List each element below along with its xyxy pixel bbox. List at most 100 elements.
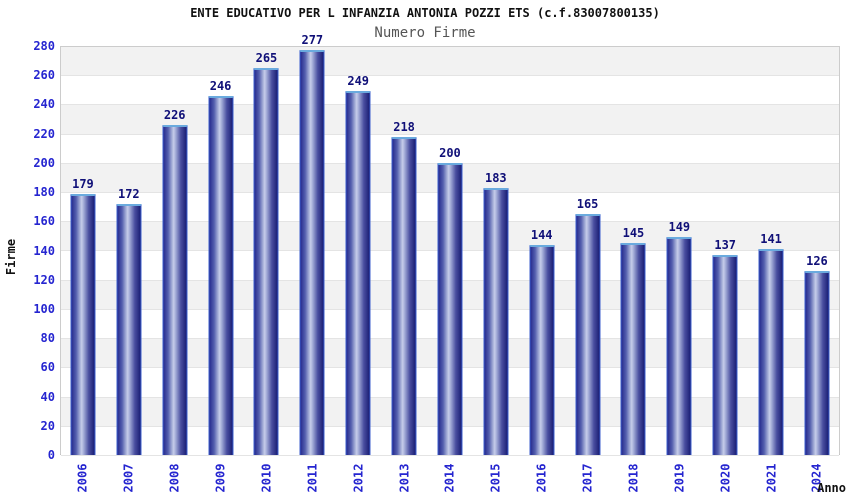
bar: [483, 187, 509, 455]
bar-value-label: 145: [622, 226, 645, 241]
bar-series: 179 172 226 246 265 277 249 218 200 183 144 165 145 1…: [60, 33, 840, 455]
bar-slot: 265: [244, 46, 290, 455]
x-tick-slot: 2017: [565, 457, 611, 499]
bar: [116, 203, 142, 455]
grid-band: [61, 76, 839, 106]
x-tick-label: 2016: [534, 463, 549, 493]
bar: [162, 124, 188, 455]
x-tick-slot: 2019: [656, 457, 702, 499]
bar-slot: 165: [565, 46, 611, 455]
chart-title: ENTE EDUCATIVO PER L INFANZIA ANTONIA PO…: [190, 6, 660, 20]
y-tick-label: 240: [33, 97, 55, 112]
bar-value-label: 183: [484, 170, 507, 185]
bar-value-label: 144: [530, 227, 553, 242]
x-tick-slot: 2008: [152, 457, 198, 499]
bar-value-label: 141: [760, 232, 782, 247]
bar-slot: 172: [106, 46, 152, 455]
x-tick-label: 2017: [580, 463, 595, 493]
x-tick-label: 2018: [626, 463, 641, 493]
bar-slot: 226: [152, 46, 198, 455]
bar: [345, 91, 371, 455]
y-axis-label: Firme: [4, 238, 18, 276]
bar-value-label: 277: [301, 33, 324, 48]
x-tick-slot: 2015: [473, 457, 519, 499]
bar-slot: 183: [473, 46, 519, 455]
y-tick-label: 160: [33, 214, 55, 229]
bar: [529, 244, 555, 455]
x-axis-label: Anno: [817, 481, 846, 495]
bar-value-label: 226: [163, 107, 186, 122]
bar-value-label: 137: [714, 237, 737, 252]
x-tick-label: 2009: [213, 463, 228, 493]
grid-band: [61, 105, 839, 135]
bar-slot: 179: [60, 46, 106, 455]
bar-slot: 149: [656, 46, 702, 455]
x-tick-slot: 2020: [702, 457, 748, 499]
x-tick-slot: 2014: [427, 457, 473, 499]
y-tick-label: 40: [40, 389, 55, 404]
x-tick-label: 2007: [121, 463, 136, 493]
x-tick-slot: 2006: [60, 457, 106, 499]
y-tick-label: 220: [33, 126, 55, 141]
bar-value-label: 126: [806, 253, 828, 268]
bar-slot: 246: [198, 46, 244, 455]
x-tick-slot: 2013: [381, 457, 427, 499]
bar: [666, 237, 692, 455]
x-tick-slot: 2010: [244, 457, 290, 499]
bar-value-label: 249: [347, 74, 370, 89]
y-tick-label: 100: [33, 301, 55, 316]
y-tick-label: 200: [33, 155, 55, 170]
x-tick-label: 2019: [672, 463, 687, 493]
y-tick-label: 140: [33, 243, 55, 258]
chart-subtitle: Numero Firme: [374, 25, 476, 41]
y-tick-label: 80: [40, 331, 55, 346]
bar-value-label: 200: [439, 145, 461, 160]
bar: [299, 50, 325, 455]
y-tick-label: 180: [33, 185, 55, 200]
x-tick-label: 2015: [488, 463, 503, 493]
bar-slot: 200: [427, 46, 473, 455]
x-tick-label: 2012: [351, 463, 366, 493]
x-tick-slot: 2021: [748, 457, 794, 499]
x-tick-label: 2006: [75, 463, 90, 493]
y-axis-ticks: 0 20 40 60 80 100 120 140 160 180 200 220 240 260 280: [0, 39, 55, 462]
bar: [758, 249, 784, 455]
bar-value-label: 149: [668, 220, 691, 235]
bar-slot: 141: [748, 46, 794, 455]
x-tick-slot: 2012: [335, 457, 381, 499]
x-tick-label: 2021: [764, 463, 779, 493]
x-tick-slot: 2011: [289, 457, 335, 499]
y-tick-label: 280: [33, 39, 55, 53]
bar-slot: 137: [702, 46, 748, 455]
x-tick-slot: 2018: [611, 457, 657, 499]
bar-value-label: 165: [576, 196, 599, 211]
bar-slot: 218: [381, 46, 427, 455]
x-tick-label: 2020: [718, 463, 733, 493]
bar-slot: 277: [289, 33, 335, 455]
y-tick-label: 120: [33, 272, 55, 287]
bar: [804, 270, 830, 455]
x-tick-slot: 2016: [519, 457, 565, 499]
y-tick-label: 20: [40, 418, 55, 433]
x-tick-label: 2010: [259, 463, 274, 493]
bar-value-label: 172: [117, 186, 140, 201]
grid-band: [61, 47, 839, 77]
x-tick-label: 2011: [305, 463, 320, 493]
bar-slot: 249: [335, 46, 381, 455]
bar: [575, 213, 601, 455]
x-tick-label: 2008: [167, 463, 182, 493]
bar-value-label: 179: [72, 176, 94, 191]
bar-value-label: 265: [255, 50, 278, 65]
x-axis-ticks: 2006 2007 2008 2009 2010 2011 2012 2013 2014 2015…: [60, 457, 840, 499]
bar-slot: 145: [611, 46, 657, 455]
y-tick-label: 0: [47, 448, 55, 462]
y-tick-label: 260: [33, 68, 55, 83]
bar-value-label: 218: [393, 119, 415, 134]
bar: [208, 95, 234, 455]
x-tick-slot: 2007: [106, 457, 152, 499]
x-tick-label: 2013: [397, 463, 412, 493]
bar-slot: 126: [794, 46, 840, 455]
bar: [712, 254, 738, 455]
bar: [253, 67, 279, 455]
